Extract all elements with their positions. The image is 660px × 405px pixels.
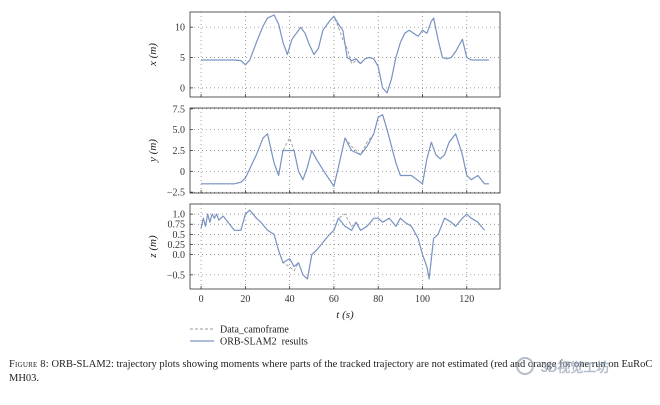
x-tick-label: 20 [240, 294, 250, 305]
x-tick-label: 120 [459, 294, 474, 305]
x-tick-label: 80 [373, 294, 383, 305]
caption-text: ORB-SLAM2: trajectory plots showing mome… [9, 359, 653, 384]
panel-z-ylabel: z (m) [147, 235, 159, 259]
panel-x-ytick-label: 5 [180, 53, 185, 64]
panel-x-ytick-label: 10 [175, 23, 185, 34]
series-line-x-orbslam2 [201, 14, 489, 94]
panel-x-ytick-label: 0 [180, 83, 185, 94]
x-axis-label: t (s) [336, 309, 354, 321]
trajectory-figure: 0 5 10 x (m) −2.5 0 2.5 5.0 7.5 y (m) −0.5 0.0 0.25 0… [147, 11, 501, 346]
panel-z-ytick-label: 0.25 [168, 240, 186, 251]
x-tick-label: 0 [199, 294, 204, 305]
series-line-z-orbslam2 [200, 209, 485, 280]
panel-z-ytick-label: 1.0 [173, 210, 186, 221]
panel-x-ylabel: x (m) [147, 43, 159, 67]
panel-z-ytick-label: −0.5 [167, 270, 185, 281]
figure-caption: Figure 8: ORB-SLAM2: trajectory plots sh… [9, 358, 654, 386]
series-line-y-orbslam2 [201, 114, 489, 187]
x-tick-label: 100 [415, 294, 430, 305]
panel-y-ytick-label: 2.5 [173, 146, 186, 157]
panel-y-ytick-label: 0 [180, 167, 185, 178]
panel-y-ytick-label: 7.5 [173, 104, 186, 115]
panel-y-ylabel: y (m) [147, 139, 159, 163]
panel-y-ytick-label: −2.5 [167, 188, 185, 199]
watermark-text: 3D视觉工坊 [540, 360, 610, 375]
panel-y-frame [189, 107, 501, 194]
panel-x-frame [189, 11, 501, 98]
panel-z-frame [189, 203, 501, 290]
panel-z-ytick-label: 0.75 [168, 220, 186, 231]
legend-label-orbslam2: ORB-SLAM2_results [220, 337, 308, 346]
panel-y-ytick-label: 5.0 [173, 125, 186, 136]
panel-z-ytick-label: 0.0 [173, 250, 186, 261]
panel-z-ytick-label: 0.5 [173, 230, 186, 241]
x-tick-label: 60 [329, 294, 339, 305]
legend-label-camoframe: Data_camoframe [220, 325, 289, 336]
wechat-logo-icon [516, 357, 534, 375]
caption-lead: Figure 8: [9, 359, 49, 370]
watermark: 3D视觉工坊 [516, 357, 609, 376]
x-tick-label: 40 [285, 294, 295, 305]
